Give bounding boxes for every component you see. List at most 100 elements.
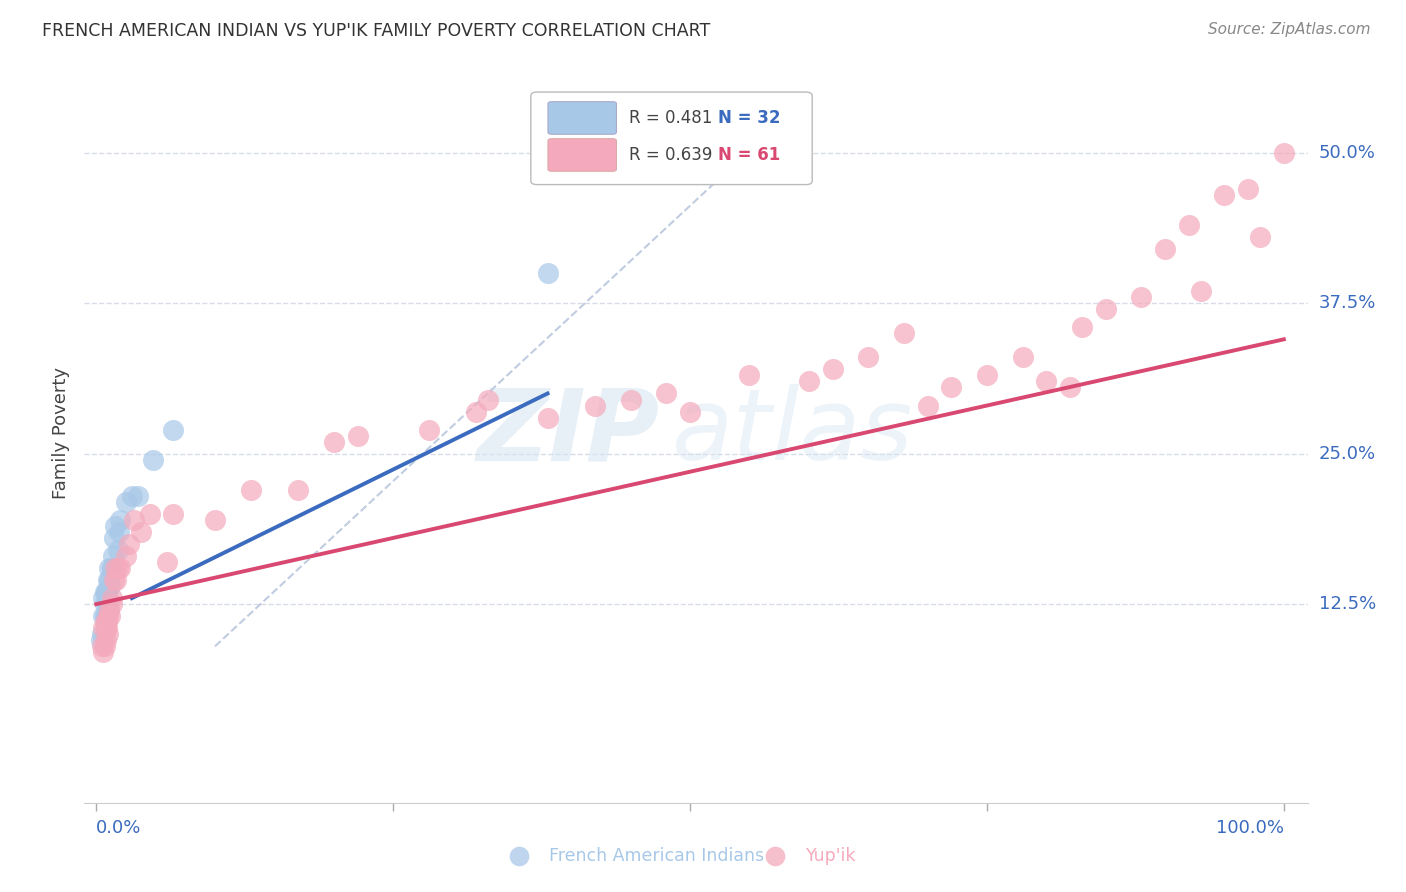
Text: N = 32: N = 32 xyxy=(718,109,780,127)
Point xyxy=(100,561,122,575)
Point xyxy=(322,434,344,449)
Point xyxy=(97,609,120,624)
Point xyxy=(239,483,262,497)
Point xyxy=(655,386,678,401)
Text: FRENCH AMERICAN INDIAN VS YUP'IK FAMILY POVERTY CORRELATION CHART: FRENCH AMERICAN INDIAN VS YUP'IK FAMILY … xyxy=(42,22,710,40)
FancyBboxPatch shape xyxy=(548,102,616,135)
Text: 0.0%: 0.0% xyxy=(96,820,142,838)
Point xyxy=(100,561,122,575)
Point xyxy=(91,627,114,641)
Point xyxy=(108,561,131,575)
Point xyxy=(94,633,117,648)
Point xyxy=(162,507,184,521)
Point xyxy=(506,834,529,848)
Point xyxy=(1094,302,1116,317)
Point xyxy=(97,573,120,587)
Point xyxy=(122,513,145,527)
Point xyxy=(93,591,115,606)
Point xyxy=(1154,242,1177,256)
Point xyxy=(138,507,160,521)
Point xyxy=(107,561,129,575)
Point xyxy=(97,597,120,611)
Point xyxy=(93,597,115,611)
Point xyxy=(107,543,129,558)
Point xyxy=(100,597,122,611)
Point xyxy=(96,621,118,635)
Point xyxy=(98,573,121,587)
Point xyxy=(96,591,118,606)
Point xyxy=(1071,320,1094,334)
Point xyxy=(976,368,998,383)
Text: N = 61: N = 61 xyxy=(718,146,780,164)
Point xyxy=(162,423,184,437)
Point xyxy=(94,621,117,635)
Point xyxy=(108,513,131,527)
Point xyxy=(107,524,129,539)
Point xyxy=(131,524,153,539)
Point xyxy=(418,423,440,437)
Point xyxy=(1059,380,1081,394)
Point xyxy=(756,834,779,848)
Point xyxy=(536,410,558,425)
Point xyxy=(118,537,141,551)
Point xyxy=(93,621,115,635)
Point xyxy=(1130,290,1153,304)
Point xyxy=(98,561,121,575)
Point xyxy=(104,519,127,533)
Text: R = 0.481: R = 0.481 xyxy=(628,109,711,127)
Point xyxy=(1249,230,1271,244)
Point xyxy=(94,585,117,599)
Point xyxy=(105,573,128,587)
Point xyxy=(94,609,117,624)
Text: ZIP: ZIP xyxy=(477,384,659,481)
Point xyxy=(103,531,125,545)
Text: 50.0%: 50.0% xyxy=(1319,144,1375,161)
Point xyxy=(103,573,125,587)
Point xyxy=(620,392,643,407)
Point xyxy=(96,585,118,599)
Point xyxy=(121,489,143,503)
Point xyxy=(115,495,138,509)
Point xyxy=(98,603,121,617)
Point xyxy=(893,326,915,341)
Point xyxy=(93,609,115,624)
Point xyxy=(97,627,120,641)
FancyBboxPatch shape xyxy=(548,138,616,171)
Text: Yup'ik: Yup'ik xyxy=(806,847,856,865)
Point xyxy=(100,591,122,606)
Point xyxy=(1178,218,1201,232)
Point xyxy=(821,362,844,376)
FancyBboxPatch shape xyxy=(531,92,813,185)
Text: R = 0.639: R = 0.639 xyxy=(628,146,711,164)
Text: French American Indians: French American Indians xyxy=(550,847,765,865)
Text: atlas: atlas xyxy=(672,384,912,481)
Point xyxy=(142,452,165,467)
Point xyxy=(1189,284,1212,298)
Point xyxy=(98,603,121,617)
Point xyxy=(96,615,118,630)
Point xyxy=(1035,375,1057,389)
Point xyxy=(941,380,963,394)
Y-axis label: Family Poverty: Family Poverty xyxy=(52,367,70,499)
Point xyxy=(90,633,112,648)
Point xyxy=(1237,182,1260,196)
Point xyxy=(156,555,179,569)
Point xyxy=(346,428,368,442)
Text: 100.0%: 100.0% xyxy=(1216,820,1284,838)
Point xyxy=(465,404,488,418)
Point xyxy=(1213,187,1236,202)
Point xyxy=(1011,351,1033,365)
Point xyxy=(96,591,118,606)
Point xyxy=(115,549,138,563)
Text: Source: ZipAtlas.com: Source: ZipAtlas.com xyxy=(1208,22,1371,37)
Point xyxy=(93,615,115,630)
Point xyxy=(679,404,702,418)
Point xyxy=(856,351,879,365)
Point xyxy=(536,266,558,280)
Point xyxy=(127,489,149,503)
Point xyxy=(797,375,820,389)
Point xyxy=(1272,145,1295,160)
Point xyxy=(100,579,122,593)
Text: 12.5%: 12.5% xyxy=(1319,595,1376,613)
Point xyxy=(477,392,499,407)
